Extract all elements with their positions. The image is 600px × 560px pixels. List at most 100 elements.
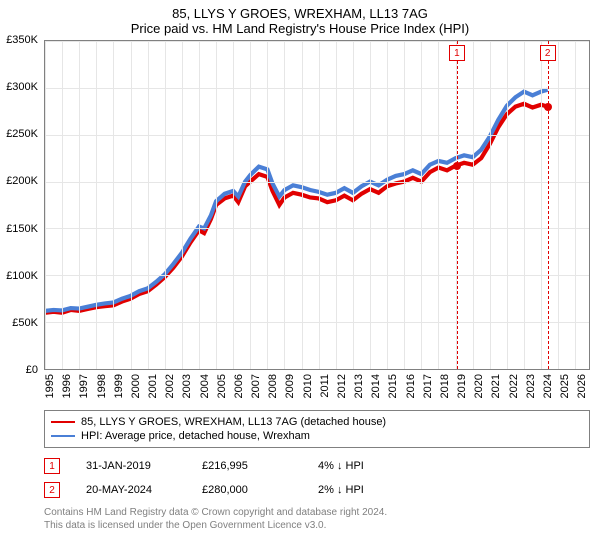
sale-point	[453, 162, 461, 170]
sale-date: 20-MAY-2024	[86, 484, 176, 496]
gridline-v	[575, 41, 576, 369]
y-axis-label: £50K	[12, 317, 38, 329]
x-axis-label: 2001	[147, 374, 159, 398]
page-title: 85, LLYS Y GROES, WREXHAM, LL13 7AG	[0, 0, 600, 21]
y-axis-label: £300K	[6, 81, 38, 93]
x-axis-label: 2007	[250, 374, 262, 398]
sale-marker: 2	[44, 482, 60, 498]
x-axis-label: 2017	[422, 374, 434, 398]
x-axis-label: 2004	[199, 374, 211, 398]
x-axis-label: 1999	[113, 374, 125, 398]
gridline-v	[79, 41, 80, 369]
gridline-v	[131, 41, 132, 369]
x-axis-label: 2000	[130, 374, 142, 398]
y-axis-label: £100K	[6, 270, 38, 282]
y-axis-label: £150K	[6, 223, 38, 235]
sale-delta: 2% ↓ HPI	[318, 484, 408, 496]
gridline-v	[438, 41, 439, 369]
y-axis-label: £200K	[6, 175, 38, 187]
x-axis-label: 2024	[542, 374, 554, 398]
gridline-v	[336, 41, 337, 369]
sale-point	[544, 103, 552, 111]
x-axis-label: 2002	[164, 374, 176, 398]
x-axis-label: 1998	[96, 374, 108, 398]
gridline-v	[558, 41, 559, 369]
legend-row: 85, LLYS Y GROES, WREXHAM, LL13 7AG (det…	[51, 415, 583, 429]
sale-row: 131-JAN-2019£216,9954% ↓ HPI	[44, 454, 590, 478]
marker-box: 1	[449, 45, 465, 61]
legend-label: 85, LLYS Y GROES, WREXHAM, LL13 7AG (det…	[81, 416, 386, 428]
gridline-v	[490, 41, 491, 369]
gridline-v	[302, 41, 303, 369]
gridline-v	[113, 41, 114, 369]
marker-box: 2	[540, 45, 556, 61]
gridline-v	[404, 41, 405, 369]
gridline-v	[148, 41, 149, 369]
gridline-v	[233, 41, 234, 369]
plot-area: 12	[44, 40, 590, 370]
sale-marker: 1	[44, 458, 60, 474]
gridline-v	[96, 41, 97, 369]
x-axis-label: 2016	[405, 374, 417, 398]
legend-label: HPI: Average price, detached house, Wrex…	[81, 430, 310, 442]
footer-line-1: Contains HM Land Registry data © Crown c…	[44, 506, 590, 519]
gridline-v	[182, 41, 183, 369]
x-axis-label: 2012	[336, 374, 348, 398]
x-axis-label: 2009	[284, 374, 296, 398]
x-axis-label: 2013	[353, 374, 365, 398]
x-axis-label: 1997	[78, 374, 90, 398]
gridline-v	[387, 41, 388, 369]
gridline-v	[284, 41, 285, 369]
legend-swatch	[51, 421, 75, 423]
x-axis-label: 2015	[387, 374, 399, 398]
x-axis-label: 2022	[508, 374, 520, 398]
gridline-v	[421, 41, 422, 369]
x-axis-label: 2021	[490, 374, 502, 398]
legend-swatch	[51, 435, 75, 437]
x-axis-label: 2019	[456, 374, 468, 398]
gridline-v	[216, 41, 217, 369]
x-axis-label: 2026	[576, 374, 588, 398]
x-axis-label: 2005	[216, 374, 228, 398]
gridline-h	[45, 369, 589, 370]
gridline-v	[524, 41, 525, 369]
sale-price: £280,000	[202, 484, 292, 496]
gridline-v	[62, 41, 63, 369]
gridline-v	[45, 41, 46, 369]
x-axis-label: 2014	[370, 374, 382, 398]
gridline-v	[250, 41, 251, 369]
marker-dash	[457, 41, 458, 369]
sale-row: 2 20-MAY-2024 £280,000 2% ↓ HPI	[44, 478, 590, 502]
x-axis-label: 2018	[439, 374, 451, 398]
x-axis-label: 2020	[473, 374, 485, 398]
y-axis-label: £350K	[6, 34, 38, 46]
legend-row: HPI: Average price, detached house, Wrex…	[51, 429, 583, 443]
footer-attribution: Contains HM Land Registry data © Crown c…	[44, 506, 590, 532]
sales-table: 131-JAN-2019£216,9954% ↓ HPI220-MAY-2024…	[44, 454, 590, 502]
gridline-v	[370, 41, 371, 369]
y-axis-label: £0	[26, 364, 38, 376]
x-axis-label: 2025	[559, 374, 571, 398]
chart-area: 12 £0£50K£100K£150K£200K£250K£300K£350K1…	[44, 40, 590, 370]
page-subtitle: Price paid vs. HM Land Registry's House …	[0, 21, 600, 40]
gridline-v	[319, 41, 320, 369]
x-axis-label: 2008	[267, 374, 279, 398]
gridline-v	[165, 41, 166, 369]
legend-box: 85, LLYS Y GROES, WREXHAM, LL13 7AG (det…	[44, 410, 590, 448]
gridline-v	[199, 41, 200, 369]
x-axis-label: 2003	[181, 374, 193, 398]
footer-line-2: This data is licensed under the Open Gov…	[44, 519, 590, 532]
x-axis-label: 2011	[319, 374, 331, 398]
gridline-v	[267, 41, 268, 369]
marker-dash	[548, 41, 549, 369]
x-axis-label: 1996	[61, 374, 73, 398]
x-axis-label: 1995	[44, 374, 56, 398]
gridline-v	[473, 41, 474, 369]
gridline-v	[507, 41, 508, 369]
chart-container: 85, LLYS Y GROES, WREXHAM, LL13 7AG Pric…	[0, 0, 600, 560]
x-axis-label: 2010	[302, 374, 314, 398]
sale-delta: 4% ↓ HPI	[318, 460, 408, 472]
x-axis-label: 2006	[233, 374, 245, 398]
gridline-v	[353, 41, 354, 369]
sale-price: £216,995	[202, 460, 292, 472]
